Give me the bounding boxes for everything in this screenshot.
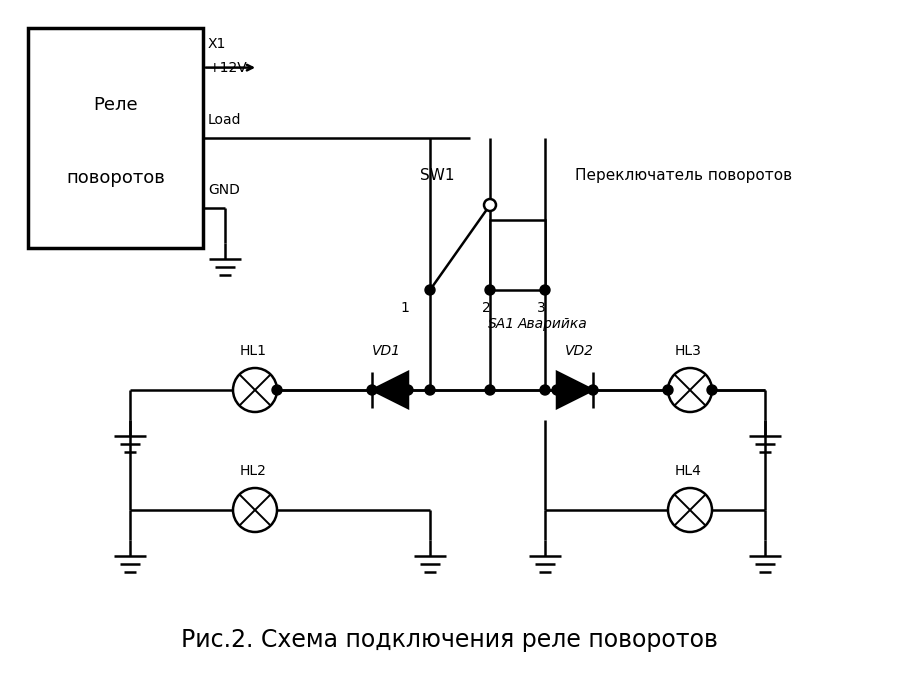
Text: Аварийка: Аварийка: [518, 317, 588, 331]
Text: SA1: SA1: [488, 317, 515, 331]
Text: поворотов: поворотов: [66, 168, 165, 187]
Text: Load: Load: [208, 113, 242, 127]
Circle shape: [588, 385, 598, 395]
Text: +12V: +12V: [208, 61, 247, 75]
Circle shape: [485, 385, 495, 395]
Text: SW1: SW1: [420, 168, 454, 183]
Circle shape: [668, 368, 712, 412]
Text: VD1: VD1: [372, 344, 401, 358]
Circle shape: [272, 385, 282, 395]
Circle shape: [540, 285, 550, 295]
Bar: [28, 28, 203, 248]
Text: Переключатель поворотов: Переключатель поворотов: [575, 168, 792, 183]
Circle shape: [540, 385, 550, 395]
Circle shape: [663, 385, 673, 395]
Circle shape: [233, 488, 277, 532]
Text: VD2: VD2: [565, 344, 594, 358]
Circle shape: [484, 199, 496, 211]
Circle shape: [707, 385, 717, 395]
Text: GND: GND: [208, 183, 240, 197]
Polygon shape: [557, 372, 593, 408]
Text: Реле: Реле: [93, 96, 137, 114]
Circle shape: [552, 385, 562, 395]
Circle shape: [668, 488, 712, 532]
Circle shape: [425, 285, 435, 295]
Text: HL2: HL2: [240, 464, 267, 478]
Bar: [490, 220, 545, 290]
Text: 2: 2: [482, 301, 490, 315]
Text: X1: X1: [208, 36, 226, 51]
Circle shape: [403, 385, 413, 395]
Text: 1: 1: [400, 301, 409, 315]
Text: HL1: HL1: [240, 344, 267, 358]
Text: Рис.2. Схема подключения реле поворотов: Рис.2. Схема подключения реле поворотов: [180, 628, 718, 652]
Text: HL3: HL3: [675, 344, 702, 358]
Text: HL4: HL4: [675, 464, 702, 478]
Text: 3: 3: [537, 301, 546, 315]
Circle shape: [367, 385, 377, 395]
Polygon shape: [372, 372, 408, 408]
Circle shape: [425, 385, 435, 395]
Circle shape: [233, 368, 277, 412]
Circle shape: [485, 285, 495, 295]
